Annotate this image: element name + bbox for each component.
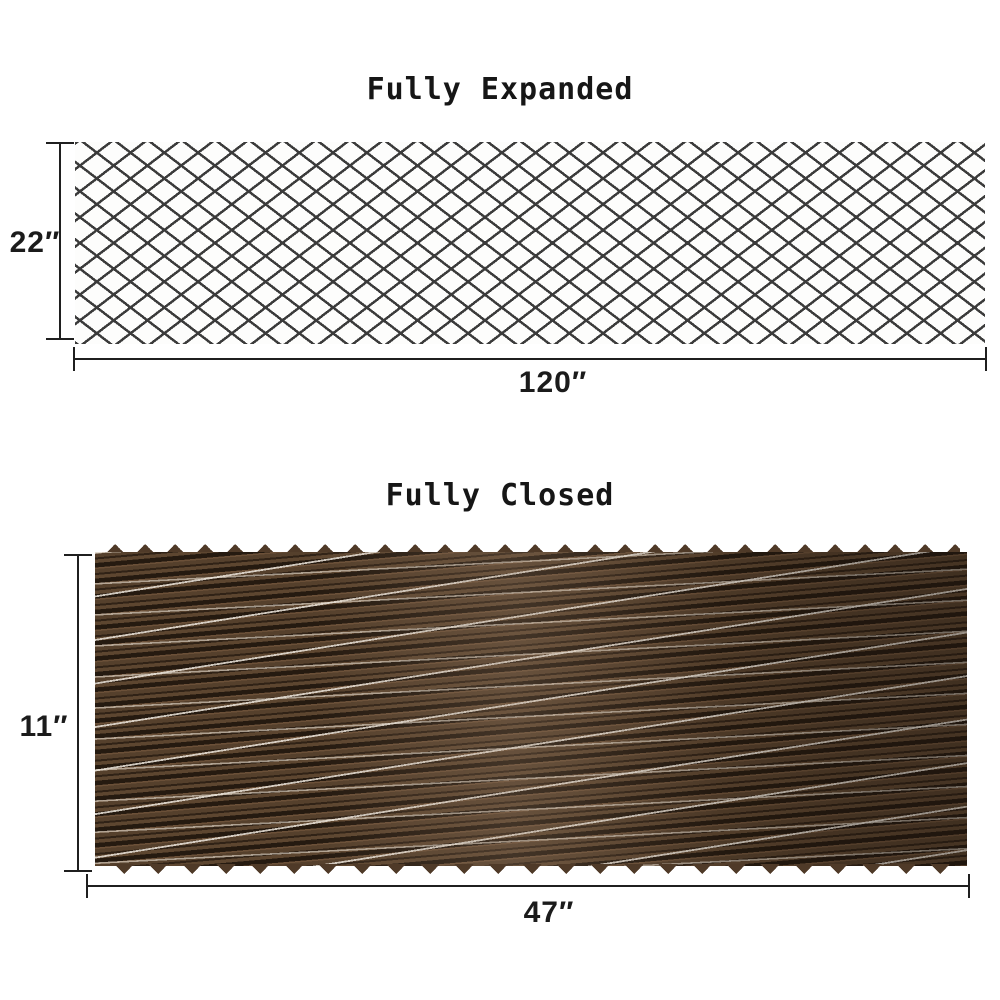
dimension-cap <box>64 870 92 872</box>
closed-trellis-bottom-edge <box>100 864 960 874</box>
dimension-cap <box>985 347 987 371</box>
expanded-width-dimension-line <box>73 347 987 371</box>
expanded-trellis-graphic <box>75 142 985 344</box>
closed-height-label: 11″ <box>19 710 69 743</box>
dimension-line <box>86 885 970 887</box>
dimension-line <box>77 554 79 872</box>
closed-trellis-top-edge <box>100 544 960 553</box>
closed-width-dimension-line <box>86 874 970 898</box>
dimension-line <box>59 142 61 340</box>
expanded-view-title: Fully Expanded <box>366 72 634 107</box>
closed-height-dimension-line <box>64 554 92 872</box>
dimension-cap <box>968 874 970 898</box>
expanded-height-label: 22″ <box>9 226 61 259</box>
expanded-width-label: 120″ <box>518 366 588 399</box>
expanded-height-dimension-line <box>46 142 74 340</box>
closed-view-title: Fully Closed <box>385 478 615 513</box>
dimension-cap <box>46 338 74 340</box>
dimension-line <box>73 358 987 360</box>
closed-width-label: 47″ <box>523 896 575 929</box>
closed-trellis-photo <box>95 552 967 866</box>
